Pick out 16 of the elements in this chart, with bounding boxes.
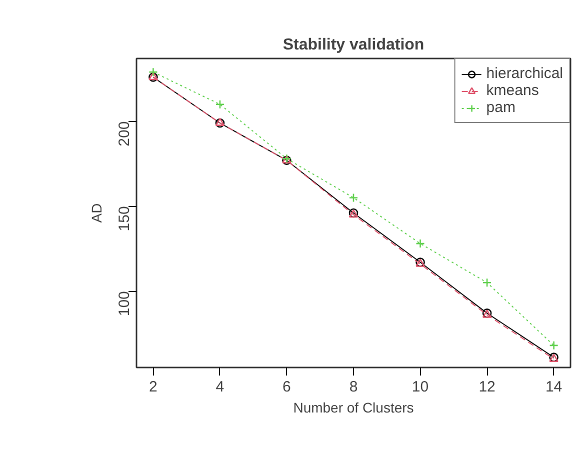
x-tick-label: 2 bbox=[149, 378, 158, 396]
x-tick-label: 8 bbox=[349, 378, 358, 396]
legend-label: pam bbox=[486, 99, 516, 116]
y-tick-label: 150 bbox=[116, 206, 133, 232]
x-axis-title: Number of Clusters bbox=[293, 400, 414, 416]
legend-label: hierarchical bbox=[486, 65, 563, 82]
x-tick-label: 14 bbox=[545, 378, 562, 396]
legend-label: kmeans bbox=[486, 82, 539, 99]
y-axis-title: AD bbox=[88, 203, 104, 223]
x-tick-label: 12 bbox=[478, 378, 496, 396]
x-tick-label: 4 bbox=[216, 378, 224, 396]
y-tick-label: 100 bbox=[116, 291, 133, 316]
y-tick-label: 200 bbox=[116, 121, 133, 146]
x-tick-label: 10 bbox=[412, 378, 429, 396]
x-tick-label: 6 bbox=[282, 378, 291, 396]
chart-title: Stability validation bbox=[282, 36, 424, 54]
